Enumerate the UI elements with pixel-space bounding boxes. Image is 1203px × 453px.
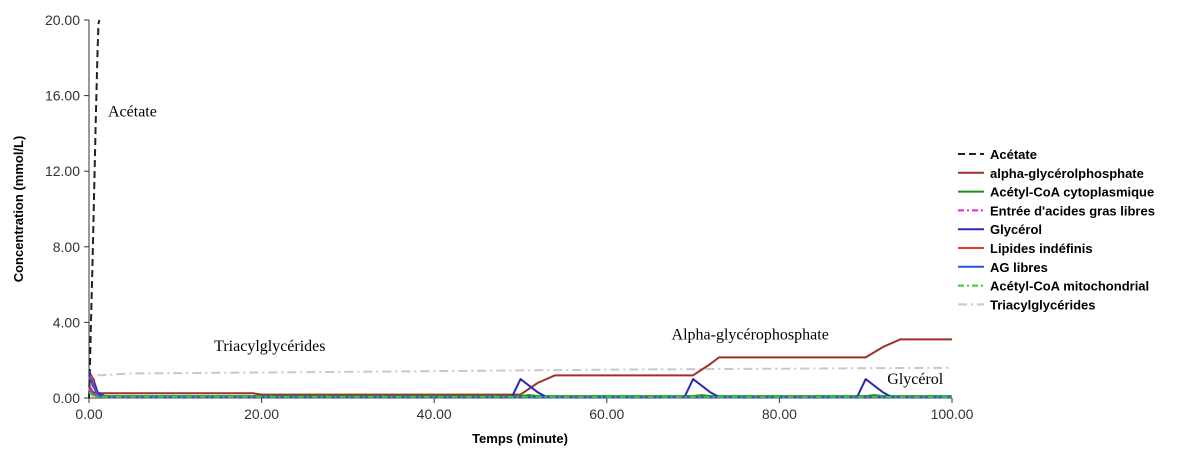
- legend-label: alpha-glycérolphosphate: [990, 166, 1144, 181]
- x-axis-title: Temps (minute): [472, 431, 568, 446]
- legend-label: Acétyl-CoA mitochondrial: [990, 279, 1149, 294]
- y-tick-label: 12.00: [45, 163, 80, 179]
- series-line-8: [88, 391, 952, 398]
- series-line-1: [88, 19, 101, 399]
- legend-label: Lipides indéfinis: [990, 241, 1093, 256]
- x-axis-ticks: 0.00 20.00 40.00 60.00 80.00 100.00: [75, 398, 974, 422]
- annotation-alpha-glycerophosphate: Alpha-glycérophosphate: [672, 326, 829, 343]
- y-tick-label: 8.00: [53, 239, 80, 255]
- annotation-triacylglycerides: Triacylglycérides: [214, 338, 325, 355]
- x-tick-label: 20.00: [244, 406, 279, 422]
- legend-label: AG libres: [990, 260, 1048, 275]
- series-line-7: [88, 374, 952, 399]
- series-layer: [88, 19, 953, 399]
- annotation-glycerol: Glycérol: [887, 371, 944, 388]
- legend-label: Glycérol: [990, 222, 1042, 237]
- legend-label: Triacylglycérides: [990, 297, 1096, 312]
- x-tick-label: 80.00: [762, 406, 797, 422]
- y-tick-label: 4.00: [53, 314, 80, 330]
- x-tick-label: 100.00: [931, 406, 974, 422]
- y-tick-label: 16.00: [45, 88, 80, 104]
- y-tick-label: 0.00: [53, 390, 80, 406]
- legend-label: Acétate: [990, 147, 1037, 162]
- legend-label: Entrée d'acides gras libres: [990, 203, 1155, 218]
- series-line-9: [88, 366, 953, 393]
- x-tick-label: 60.00: [589, 406, 624, 422]
- y-tick-label: 20.00: [45, 12, 80, 28]
- x-tick-label: 0.00: [75, 406, 102, 422]
- legend: Acétate alpha-glycérolphosphate Acétyl-CoA…: [958, 147, 1155, 312]
- annotation-acetate: Acétate: [108, 103, 157, 120]
- x-tick-label: 40.00: [417, 406, 452, 422]
- series-line-2: [88, 338, 952, 396]
- y-axis-ticks: 0.00 4.00 8.00 12.00 16.00 20.00: [45, 12, 89, 406]
- y-axis-title: Concentration (mmol/L): [11, 136, 26, 283]
- legend-label: Acétyl-CoA cytoplasmique: [990, 185, 1154, 200]
